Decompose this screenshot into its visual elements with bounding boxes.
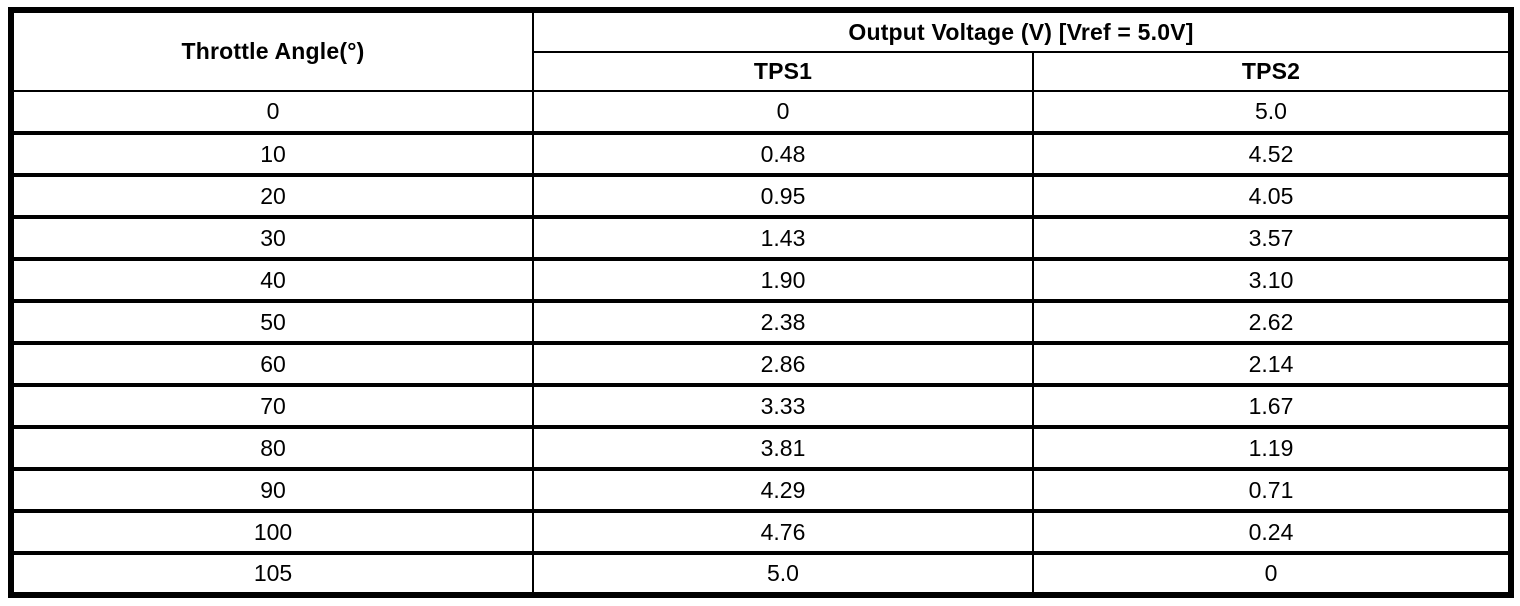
throttle-angle-cell: 70 bbox=[10, 384, 534, 429]
tps1-voltage-cell: 0.95 bbox=[532, 174, 1034, 219]
table-row: 50 2.38 2.62 bbox=[10, 300, 1512, 345]
table-row: 80 3.81 1.19 bbox=[10, 426, 1512, 471]
table-row: 90 4.29 0.71 bbox=[10, 468, 1512, 513]
tps1-voltage-cell: 4.29 bbox=[532, 468, 1034, 513]
output-voltage-group-header: Output Voltage (V) [Vref = 5.0V] bbox=[532, 9, 1512, 53]
tps1-column-header: TPS1 bbox=[532, 51, 1034, 92]
table-header: Throttle Angle(°) Output Voltage (V) [Vr… bbox=[10, 9, 1512, 92]
throttle-angle-cell: 105 bbox=[10, 552, 534, 597]
throttle-angle-cell: 0 bbox=[10, 90, 534, 135]
tps1-voltage-cell: 4.76 bbox=[532, 510, 1034, 555]
table-row: 0 0 5.0 bbox=[10, 90, 1512, 135]
table-row: 100 4.76 0.24 bbox=[10, 510, 1512, 555]
tps2-voltage-cell: 0.71 bbox=[1032, 468, 1512, 513]
throttle-angle-cell: 60 bbox=[10, 342, 534, 387]
tps1-voltage-cell: 1.43 bbox=[532, 216, 1034, 261]
tps2-column-header: TPS2 bbox=[1032, 51, 1512, 92]
tps2-voltage-cell: 0 bbox=[1032, 552, 1512, 597]
tps2-voltage-cell: 2.14 bbox=[1032, 342, 1512, 387]
table-row: 60 2.86 2.14 bbox=[10, 342, 1512, 387]
tps2-voltage-cell: 1.19 bbox=[1032, 426, 1512, 471]
tps2-voltage-cell: 2.62 bbox=[1032, 300, 1512, 345]
table-body: 0 0 5.0 10 0.48 4.52 20 0.95 4.05 30 1.4… bbox=[10, 90, 1512, 597]
throttle-angle-cell: 40 bbox=[10, 258, 534, 303]
throttle-angle-cell: 100 bbox=[10, 510, 534, 555]
tps1-voltage-cell: 3.81 bbox=[532, 426, 1034, 471]
tps2-voltage-cell: 1.67 bbox=[1032, 384, 1512, 429]
tps2-voltage-cell: 0.24 bbox=[1032, 510, 1512, 555]
table-row: 70 3.33 1.67 bbox=[10, 384, 1512, 429]
tps2-voltage-cell: 4.52 bbox=[1032, 132, 1512, 177]
throttle-angle-column-header: Throttle Angle(°) bbox=[10, 9, 534, 92]
table-row: 10 0.48 4.52 bbox=[10, 132, 1512, 177]
tps1-voltage-cell: 2.86 bbox=[532, 342, 1034, 387]
throttle-angle-cell: 90 bbox=[10, 468, 534, 513]
header-row-sub: TPS1 TPS2 bbox=[11, 51, 1512, 92]
tps2-voltage-cell: 3.57 bbox=[1032, 216, 1512, 261]
throttle-angle-cell: 50 bbox=[10, 300, 534, 345]
tps2-voltage-cell: 4.05 bbox=[1032, 174, 1512, 219]
table-row: 30 1.43 3.57 bbox=[10, 216, 1512, 261]
throttle-angle-cell: 30 bbox=[10, 216, 534, 261]
tps1-voltage-cell: 1.90 bbox=[532, 258, 1034, 303]
table-row: 40 1.90 3.10 bbox=[10, 258, 1512, 303]
header-row-group: Throttle Angle(°) Output Voltage (V) [Vr… bbox=[10, 9, 1512, 92]
tps2-voltage-cell: 5.0 bbox=[1032, 90, 1512, 135]
throttle-angle-cell: 80 bbox=[10, 426, 534, 471]
tps1-voltage-cell: 0 bbox=[532, 90, 1034, 135]
tps1-voltage-cell: 0.48 bbox=[532, 132, 1034, 177]
table-row: 105 5.0 0 bbox=[10, 552, 1512, 597]
table-row: 20 0.95 4.05 bbox=[10, 174, 1512, 219]
tps1-voltage-cell: 5.0 bbox=[532, 552, 1034, 597]
tps1-voltage-cell: 3.33 bbox=[532, 384, 1034, 429]
tps2-voltage-cell: 3.10 bbox=[1032, 258, 1512, 303]
tps1-voltage-cell: 2.38 bbox=[532, 300, 1034, 345]
throttle-angle-cell: 10 bbox=[10, 132, 534, 177]
throttle-angle-cell: 20 bbox=[10, 174, 534, 219]
tps-voltage-table: Throttle Angle(°) Output Voltage (V) [Vr… bbox=[8, 7, 1514, 598]
